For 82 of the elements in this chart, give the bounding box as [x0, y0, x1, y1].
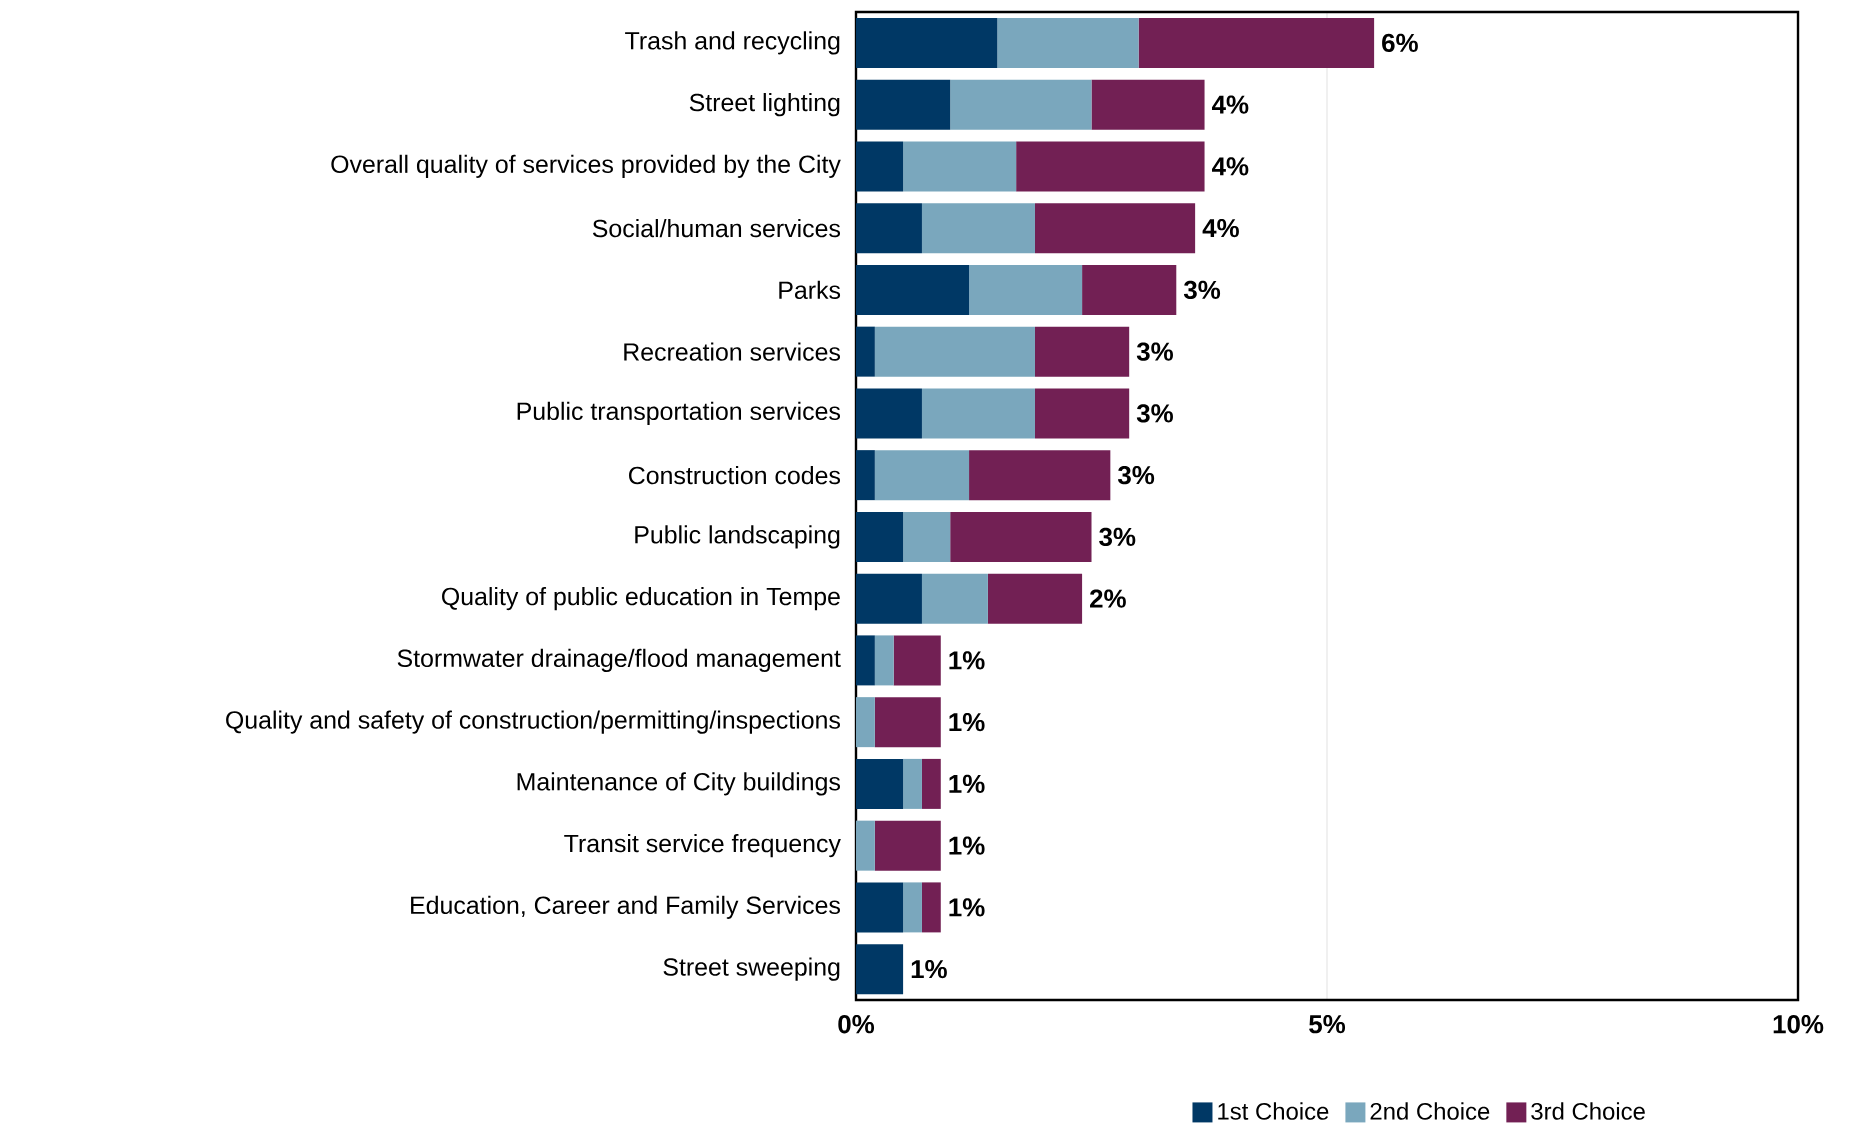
total-label: 1% — [949, 774, 985, 793]
bar — [856, 79, 951, 130]
bar — [856, 264, 970, 315]
x-tick-label: 10% — [1773, 1015, 1824, 1034]
total-label: 3% — [1136, 404, 1173, 423]
bar — [874, 697, 941, 748]
y-tick-label: Street lighting — [689, 93, 840, 117]
bar — [1034, 203, 1196, 254]
total-label: 6% — [1382, 33, 1418, 53]
bar — [856, 635, 875, 686]
bar — [856, 882, 904, 933]
bar — [856, 450, 875, 501]
x-tick-label: 0% — [838, 1015, 875, 1034]
total-label: 3% — [1183, 280, 1221, 300]
total-label: 3% — [1136, 342, 1173, 361]
bar — [969, 264, 1083, 315]
bar — [1091, 79, 1205, 130]
bar — [1082, 264, 1177, 315]
y-tick-label: Public landscaping — [635, 525, 840, 549]
bar — [856, 203, 922, 254]
bar — [903, 882, 922, 933]
total-label: 2% — [1090, 589, 1126, 608]
bar — [903, 141, 1017, 192]
bar — [997, 17, 1139, 68]
bar — [950, 511, 1092, 562]
y-tick-label: Maintenance of City buildings — [517, 772, 840, 796]
y-tick-label: Street sweeping — [663, 957, 840, 981]
bar — [856, 326, 875, 377]
bar — [921, 388, 1035, 439]
bar — [921, 203, 1035, 254]
bar — [921, 882, 941, 933]
legend-label: 2nd Choice — [1370, 1102, 1490, 1120]
y-tick-label: Education, Career and Family Services — [411, 895, 840, 919]
bar — [1034, 388, 1130, 439]
y-tick-label: Overall quality of services provided by the City — [331, 154, 841, 178]
total-label: 4% — [1211, 157, 1249, 176]
legend-label: 3rd Choice — [1531, 1102, 1645, 1120]
bar — [987, 573, 1083, 624]
bar — [921, 573, 988, 624]
y-tick-label: Public transportation services — [517, 401, 840, 425]
bar — [856, 511, 904, 562]
y-tick-label: Quality of public education in Tempe — [442, 587, 840, 611]
bar — [856, 820, 875, 871]
total-label: 1% — [949, 651, 985, 670]
total-label: 1% — [949, 898, 985, 917]
y-tick-label: Trash and recycling — [625, 31, 840, 55]
total-label: 1% — [911, 960, 947, 979]
bar — [874, 450, 970, 501]
bar — [856, 697, 875, 748]
total-label: 4% — [1202, 219, 1239, 238]
y-tick-label: Transit service frequency — [564, 834, 841, 858]
y-tick-label: Quality and safety of construction/permitting/inspections — [226, 710, 840, 734]
bar — [893, 635, 941, 686]
bar — [856, 141, 904, 192]
bar — [903, 758, 922, 809]
total-label: 1% — [949, 836, 985, 855]
legend-label: 1st Choice — [1218, 1102, 1329, 1120]
bar — [1034, 326, 1130, 377]
y-tick-label: Recreation services — [624, 342, 841, 361]
total-label: 1% — [949, 713, 985, 732]
y-tick-label: Social/human services — [592, 218, 841, 238]
bar — [856, 17, 998, 68]
bar — [874, 326, 1035, 377]
bar — [874, 635, 894, 686]
y-tick-label: Parks — [779, 280, 841, 300]
y-tick-label: Construction codes — [629, 465, 841, 485]
bar — [950, 79, 1092, 130]
bar — [856, 758, 904, 809]
total-label: 3% — [1117, 465, 1155, 485]
bar — [856, 388, 922, 439]
total-label: 4% — [1211, 95, 1249, 114]
total-label: 3% — [1099, 527, 1136, 547]
bar — [856, 573, 922, 624]
bar — [856, 944, 904, 995]
bar — [969, 450, 1111, 501]
bar — [921, 758, 941, 809]
bar — [1016, 141, 1205, 192]
x-tick-label: 5% — [1309, 1015, 1346, 1034]
bar — [1138, 17, 1375, 68]
y-tick-label: Stormwater drainage/flood management — [397, 648, 841, 672]
bar — [903, 511, 951, 562]
bar — [874, 820, 941, 871]
